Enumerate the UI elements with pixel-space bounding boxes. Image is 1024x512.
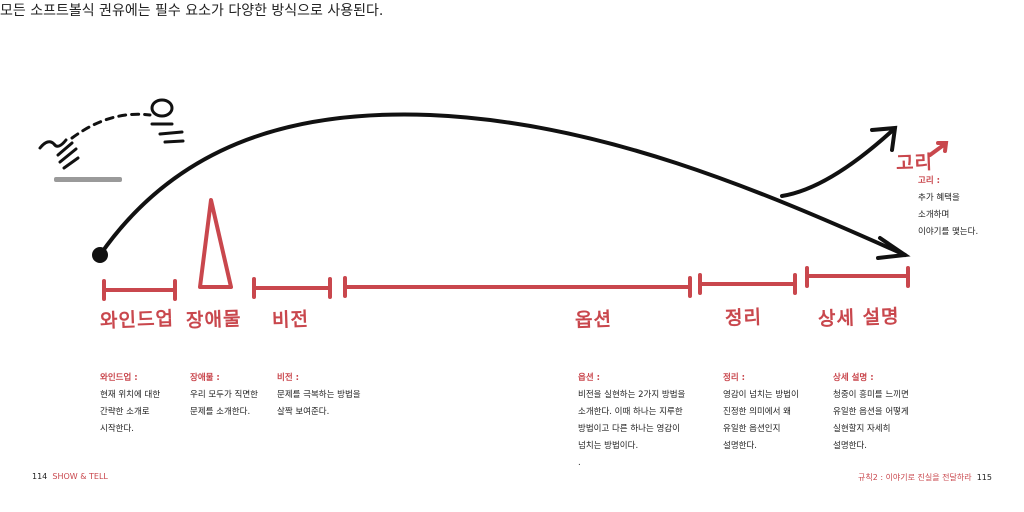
chapter-title: 규칙2 : 이야기로 진실을 전달하라 bbox=[857, 473, 972, 482]
timeline bbox=[102, 141, 949, 301]
footer-right: 규칙2 : 이야기로 진실을 전달하라 115 bbox=[858, 472, 992, 483]
story-arc-arrowhead bbox=[876, 236, 911, 260]
hand-label-obstacle: 장애물 bbox=[185, 308, 242, 332]
note-line: 소개하며 bbox=[918, 210, 950, 220]
story-arc-line bbox=[98, 112, 907, 257]
note-line: 진정한 의미에서 왜 bbox=[723, 407, 791, 417]
note-line: 문제를 극복하는 방법을 bbox=[277, 390, 361, 400]
note-line: 영감이 넘치는 방법이 bbox=[723, 390, 799, 400]
note-line: 추가 혜택을 bbox=[918, 193, 960, 203]
note-windup: 와인드업 : 현재 위치에 대한 간략한 소개로 시작한다. bbox=[100, 370, 160, 438]
note-line: 설명한다. bbox=[723, 441, 757, 451]
hand-label-options: 옵션 bbox=[574, 308, 613, 332]
note-line: 비전을 실현하는 2가지 방법을 bbox=[578, 390, 686, 400]
note-line: 유일한 옵션을 어떻게 bbox=[833, 407, 909, 417]
note-summary: 정리 : 영감이 넘치는 방법이 진정한 의미에서 왜 유일한 옵션인지 설명한… bbox=[723, 370, 799, 455]
note-title: 상세 설명 : bbox=[833, 373, 874, 383]
note-detail: 상세 설명 : 청중이 흥미를 느끼면 유일한 옵션을 어떻게 실현할지 자세히… bbox=[833, 370, 909, 455]
note-line: . bbox=[578, 458, 581, 468]
note-line: 간략한 소개로 bbox=[100, 407, 150, 417]
hand-label-hook: 고리 bbox=[895, 151, 934, 175]
note-title: 옵션 : bbox=[578, 373, 600, 383]
note-line: 문제를 소개한다. bbox=[190, 407, 251, 417]
hand-label-vision: 비전 bbox=[271, 308, 310, 332]
note-line: 현재 위치에 대한 bbox=[100, 390, 161, 400]
note-line: 시작한다. bbox=[100, 424, 134, 434]
page-number-right: 115 bbox=[976, 473, 992, 482]
arc-start-dot bbox=[92, 247, 108, 263]
hand-label-summary: 정리 bbox=[724, 306, 763, 330]
note-hook: 고리 : 추가 혜택을 소개하며 이야기를 맺는다. bbox=[918, 173, 978, 241]
note-line: 방법이고 다른 하나는 영감이 bbox=[578, 424, 680, 434]
note-line: 실현할지 자세히 bbox=[833, 424, 891, 434]
note-line: 넘치는 방법이다. bbox=[578, 441, 639, 451]
note-line: 소개한다. 이때 하나는 지루한 bbox=[578, 407, 683, 417]
book-title: SHOW & TELL bbox=[52, 472, 108, 481]
note-options: 옵션 : 비전을 실현하는 2가지 방법을 소개한다. 이때 하나는 지루한 방… bbox=[578, 370, 685, 472]
page-number-left: 114 bbox=[32, 472, 48, 481]
shadow-mark bbox=[54, 177, 122, 182]
ball-throw-doodle bbox=[38, 98, 185, 170]
note-title: 장애물 : bbox=[190, 373, 220, 383]
note-title: 비전 : bbox=[277, 373, 299, 383]
note-obstacle: 장애물 : 우리 모두가 직면한 문제를 소개한다. bbox=[190, 370, 258, 421]
obstacle-triangle bbox=[198, 198, 233, 289]
note-line: 살짝 보여준다. bbox=[277, 407, 330, 417]
note-title: 고리 : bbox=[918, 176, 940, 186]
hand-label-detail: 상세 설명 bbox=[817, 305, 900, 331]
note-line: 청중이 흥미를 느끼면 bbox=[833, 390, 909, 400]
note-line: 유일한 옵션인지 bbox=[723, 424, 781, 434]
note-line: 설명한다. bbox=[833, 441, 867, 451]
footer-left: 114 SHOW & TELL bbox=[32, 472, 108, 481]
note-title: 와인드업 : bbox=[100, 373, 138, 383]
note-vision: 비전 : 문제를 극복하는 방법을 살짝 보여준다. bbox=[277, 370, 361, 421]
hook-arrow-line bbox=[780, 128, 895, 198]
note-line: 이야기를 맺는다. bbox=[918, 227, 979, 237]
hook-arrowhead bbox=[870, 125, 898, 152]
headline: 모든 소프트볼식 권유에는 필수 요소가 다양한 방식으로 사용된다. bbox=[0, 3, 384, 19]
note-line: 우리 모두가 직면한 bbox=[190, 390, 258, 400]
note-title: 정리 : bbox=[723, 373, 745, 383]
hand-label-windup: 와인드업 bbox=[99, 307, 175, 333]
